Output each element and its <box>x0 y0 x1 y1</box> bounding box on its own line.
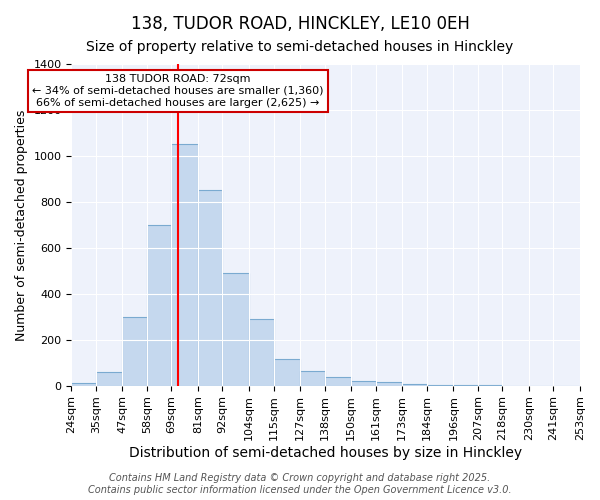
Bar <box>198 190 223 386</box>
X-axis label: Distribution of semi-detached houses by size in Hinckley: Distribution of semi-detached houses by … <box>129 446 522 460</box>
Text: 138, TUDOR ROAD, HINCKLEY, LE10 0EH: 138, TUDOR ROAD, HINCKLEY, LE10 0EH <box>131 15 469 33</box>
Text: 138 TUDOR ROAD: 72sqm
← 34% of semi-detached houses are smaller (1,360)
66% of s: 138 TUDOR ROAD: 72sqm ← 34% of semi-deta… <box>32 74 324 108</box>
Bar <box>325 376 351 386</box>
Bar <box>300 371 325 386</box>
Bar <box>223 273 249 386</box>
Bar <box>147 225 172 386</box>
Bar <box>122 317 147 386</box>
Text: Size of property relative to semi-detached houses in Hinckley: Size of property relative to semi-detach… <box>86 40 514 54</box>
Bar <box>376 382 403 386</box>
Bar <box>172 144 198 386</box>
Bar <box>274 360 300 386</box>
Bar <box>351 381 376 386</box>
Text: Contains HM Land Registry data © Crown copyright and database right 2025.
Contai: Contains HM Land Registry data © Crown c… <box>88 474 512 495</box>
Y-axis label: Number of semi-detached properties: Number of semi-detached properties <box>15 109 28 340</box>
Bar <box>427 385 454 386</box>
Bar <box>249 319 274 386</box>
Bar <box>96 372 122 386</box>
Bar <box>403 384 427 386</box>
Bar <box>71 384 96 386</box>
